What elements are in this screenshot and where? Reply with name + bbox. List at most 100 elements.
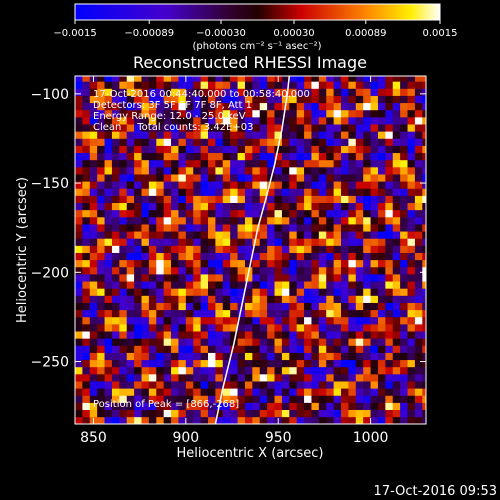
heatmap-cell [148, 245, 157, 253]
heatmap-cell [311, 374, 320, 382]
heatmap-cell [141, 395, 150, 403]
heatmap-cell [289, 88, 297, 96]
heatmap-cell [178, 202, 187, 211]
heatmap-cell [230, 352, 238, 361]
heatmap-cell [208, 374, 216, 382]
heatmap-cell [111, 231, 120, 239]
heatmap-cell [296, 409, 305, 418]
heatmap-cell [326, 402, 334, 411]
heatmap-cell [178, 402, 187, 411]
heatmap-cell [333, 281, 342, 289]
heatmap-cell [185, 252, 194, 261]
heatmap-cell [75, 209, 83, 218]
heatmap-cell [414, 174, 423, 182]
heatmap-cell [171, 352, 179, 361]
heatmap-cell [111, 245, 120, 253]
heatmap-cell [377, 345, 386, 353]
heatmap-cell [363, 338, 371, 346]
x-tick-label: 1000 [353, 430, 389, 446]
heatmap-cell [237, 324, 246, 332]
heatmap-cell [281, 167, 290, 175]
heatmap-cell [156, 231, 164, 239]
heatmap-cell [185, 345, 194, 353]
heatmap-cell [422, 102, 426, 111]
heatmap-cell [400, 131, 408, 139]
heatmap-cell [318, 145, 327, 154]
heatmap-cell [348, 416, 357, 424]
heatmap-cell [193, 345, 201, 353]
heatmap-cell [318, 181, 327, 189]
heatmap-cell [171, 338, 179, 346]
heatmap-cell [407, 245, 416, 253]
heatmap-cell [171, 295, 179, 303]
heatmap-cell [289, 152, 297, 161]
heatmap-cell [171, 181, 179, 189]
heatmap-cell [259, 145, 268, 154]
heatmap-cell [134, 88, 142, 96]
heatmap-cell [311, 88, 320, 96]
heatmap-cell [237, 331, 246, 339]
heatmap-cell [230, 302, 238, 311]
heatmap-cell [385, 109, 394, 118]
heatmap-cell [244, 81, 253, 89]
heatmap-cell [171, 252, 179, 261]
heatmap-cell [237, 102, 246, 111]
heatmap-cell [82, 324, 91, 332]
heatmap-cell [414, 302, 423, 311]
heatmap-cell [414, 338, 423, 346]
heatmap-cell [141, 131, 150, 139]
heatmap-cell [326, 395, 334, 403]
heatmap-cell [230, 345, 238, 353]
heatmap-cell [304, 145, 312, 154]
heatmap-cell [304, 366, 312, 375]
heatmap-cell [141, 252, 150, 261]
heatmap-cell [370, 216, 379, 225]
heatmap-cell [370, 224, 379, 232]
heatmap-cell [244, 274, 253, 282]
heatmap-cell [385, 131, 394, 139]
heatmap-cell [208, 209, 216, 218]
heatmap-cell [407, 352, 416, 361]
heatmap-cell [259, 131, 268, 139]
heatmap-cell [370, 281, 379, 289]
heatmap-cell [208, 266, 216, 275]
heatmap-cell [304, 345, 312, 353]
heatmap-cell [82, 395, 91, 403]
heatmap-cell [407, 202, 416, 211]
heatmap-cell [215, 145, 224, 154]
heatmap-cell [75, 181, 83, 189]
heatmap-cell [281, 331, 290, 339]
heatmap-cell [178, 331, 187, 339]
heatmap-cell [230, 266, 238, 275]
heatmap-cell [274, 374, 283, 382]
heatmap-cell [178, 138, 187, 146]
heatmap-cell [185, 216, 194, 225]
heatmap-cell [237, 252, 246, 261]
heatmap-cell [82, 109, 91, 118]
heatmap-cell [89, 174, 98, 182]
heatmap-cell [267, 159, 275, 168]
heatmap-cell [355, 352, 364, 361]
heatmap-cell [208, 138, 216, 146]
heatmap-cell [178, 302, 187, 311]
heatmap-cell [104, 202, 113, 211]
heatmap-cell [296, 359, 305, 368]
heatmap-cell [311, 381, 320, 389]
heatmap-cell [178, 216, 187, 225]
heatmap-cell [341, 266, 349, 275]
heatmap-cell [414, 266, 423, 275]
heatmap-cell [326, 295, 334, 303]
heatmap-cell [178, 174, 187, 182]
heatmap-cell [193, 388, 201, 396]
heatmap-cell [104, 81, 113, 89]
heatmap-cell [400, 295, 408, 303]
heatmap-cell [178, 288, 187, 296]
heatmap-cell [141, 281, 150, 289]
heatmap-cell [326, 188, 334, 196]
heatmap-cell [178, 81, 187, 89]
heatmap-cell [215, 381, 224, 389]
heatmap-cell [237, 409, 246, 418]
heatmap-cell [414, 374, 423, 382]
heatmap-cell [75, 281, 83, 289]
heatmap-cell [119, 167, 128, 175]
